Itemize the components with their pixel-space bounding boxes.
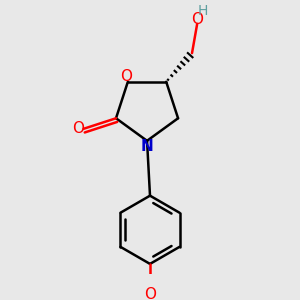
- Text: O: O: [191, 12, 203, 27]
- Text: O: O: [72, 121, 84, 136]
- Text: N: N: [141, 139, 153, 154]
- Text: H: H: [197, 4, 208, 18]
- Text: O: O: [120, 69, 132, 84]
- Text: O: O: [144, 287, 156, 300]
